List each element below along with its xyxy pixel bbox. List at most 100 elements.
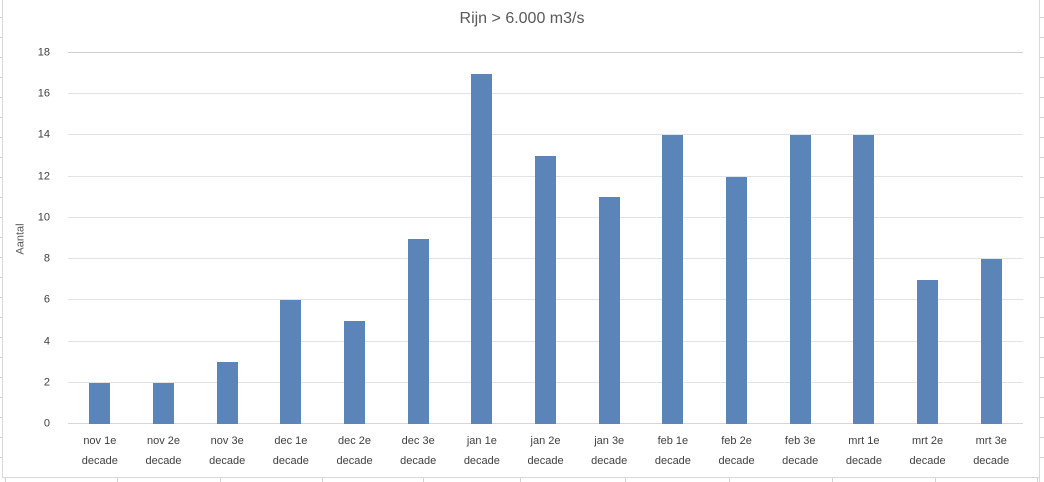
worksheet-gridline-tick — [625, 478, 626, 482]
bar-jan-2e-decade[interactable] — [535, 156, 557, 424]
worksheet-gridline-tick — [1037, 478, 1038, 482]
worksheet-gridline-tick — [0, 37, 2, 38]
bar-mrt-3e-decade[interactable] — [980, 259, 1002, 424]
bar-feb-3e-decade[interactable] — [789, 135, 811, 424]
x-tick-label: mrt 3e decade — [973, 435, 1010, 467]
bar-jan-1e-decade[interactable] — [471, 73, 493, 424]
worksheet-gridline-tick — [1040, 297, 1044, 298]
worksheet-gridline-tick — [1040, 97, 1044, 98]
x-tick-label: nov 2e decade — [145, 435, 182, 467]
worksheet-gridline-tick — [832, 478, 833, 482]
y-tick-label: 16 — [37, 87, 50, 100]
bar-slot — [896, 53, 960, 424]
worksheet-gridline-tick — [0, 117, 2, 118]
worksheet-gridline-tick — [0, 377, 2, 378]
bar-dec-2e-decade[interactable] — [344, 320, 366, 424]
worksheet-gridline-tick — [1040, 377, 1044, 378]
x-tick-slot: nov 2e decade — [132, 431, 196, 471]
worksheet-gridline-tick — [423, 478, 424, 482]
y-axis: 0 2 4 6 8 10 12 14 16 18 — [0, 47, 58, 429]
worksheet-gridline-tick — [1040, 137, 1044, 138]
worksheet-gridline-tick — [0, 417, 2, 418]
bar-slot — [832, 53, 896, 424]
x-tick-label: mrt 2e decade — [909, 435, 946, 467]
y-tick-label: 8 — [43, 252, 50, 265]
gridline — [68, 52, 1023, 53]
y-tick-label: 12 — [37, 170, 50, 183]
y-tick-label: 10 — [37, 211, 50, 224]
worksheet-gridline-tick — [0, 237, 2, 238]
bar-slot — [768, 53, 832, 424]
bar-slot — [195, 53, 259, 424]
x-axis: nov 1e decade nov 2e decade nov 3e decade d… — [68, 431, 1023, 471]
x-tick-slot: feb 2e decade — [705, 431, 769, 471]
worksheet-gridline-tick — [1040, 457, 1044, 458]
worksheet-gridline-tick — [5, 478, 6, 482]
worksheet-gridline-tick — [1040, 17, 1044, 18]
bar-feb-2e-decade[interactable] — [726, 176, 748, 424]
bar-slot — [323, 53, 387, 424]
x-tick-slot: mrt 1e decade — [832, 431, 896, 471]
worksheet-gridline-tick — [0, 17, 2, 18]
plot-area — [68, 52, 1023, 424]
worksheet-gridline-tick — [1040, 77, 1044, 78]
y-tick-label: 0 — [43, 417, 50, 430]
x-tick-label: mrt 1e decade — [845, 435, 882, 467]
gridline — [68, 93, 1023, 95]
bar-slot — [959, 53, 1023, 424]
worksheet-gridline-tick — [1040, 317, 1044, 318]
x-tick-slot: mrt 3e decade — [959, 431, 1023, 471]
worksheet-gridline-tick — [1040, 197, 1044, 198]
worksheet-gridline-tick — [1040, 217, 1044, 218]
worksheet-gridline-tick — [0, 297, 2, 298]
worksheet-gridline-tick — [1040, 437, 1044, 438]
worksheet-gridline-tick — [0, 397, 2, 398]
bar-series — [68, 53, 1023, 424]
worksheet-gridline-tick — [0, 317, 2, 318]
worksheet-gridline-tick — [520, 478, 521, 482]
x-tick-label: jan 2e decade — [527, 435, 564, 467]
worksheet-gridline-tick — [0, 137, 2, 138]
worksheet-gridline-tick — [0, 457, 2, 458]
worksheet-gridline-tick — [0, 437, 2, 438]
worksheet-gridline-tick — [1040, 177, 1044, 178]
bar-slot — [705, 53, 769, 424]
worksheet-gridline-tick — [1040, 257, 1044, 258]
y-tick-label: 6 — [43, 293, 50, 306]
bar-slot — [386, 53, 450, 424]
worksheet-gridline-tick — [0, 177, 2, 178]
x-tick-slot: jan 1e decade — [450, 431, 514, 471]
x-tick-slot: nov 1e decade — [68, 431, 132, 471]
worksheet-gridline-tick — [0, 57, 2, 58]
x-tick-slot: feb 1e decade — [641, 431, 705, 471]
worksheet-gridline-tick — [322, 478, 323, 482]
x-tick-label: jan 1e decade — [463, 435, 500, 467]
bar-jan-3e-decade[interactable] — [598, 197, 620, 424]
gridline — [68, 134, 1023, 136]
bar-nov-3e-decade[interactable] — [216, 362, 238, 424]
x-tick-label: feb 2e decade — [718, 435, 755, 467]
x-tick-label: nov 3e decade — [209, 435, 246, 467]
worksheet-gridline-tick — [1040, 277, 1044, 278]
bar-dec-1e-decade[interactable] — [280, 300, 302, 424]
bar-mrt-1e-decade[interactable] — [853, 135, 875, 424]
worksheet-gridline-tick — [0, 337, 2, 338]
x-tick-slot: mrt 2e decade — [896, 431, 960, 471]
worksheet-gridline-tick — [1040, 37, 1044, 38]
worksheet-gridline-tick — [0, 77, 2, 78]
worksheet-gridline-tick — [1040, 397, 1044, 398]
bar-slot — [641, 53, 705, 424]
x-tick-slot: dec 3e decade — [386, 431, 450, 471]
bar-nov-1e-decade[interactable] — [89, 382, 111, 424]
worksheet-gridline-tick — [1040, 157, 1044, 158]
bar-mrt-2e-decade[interactable] — [917, 279, 939, 424]
bar-feb-1e-decade[interactable] — [662, 135, 684, 424]
bar-nov-2e-decade[interactable] — [153, 382, 174, 424]
x-tick-label: feb 1e decade — [654, 435, 691, 467]
worksheet-gridline — [1039, 0, 1040, 482]
bar-slot — [259, 53, 323, 424]
worksheet-gridline-tick — [220, 478, 221, 482]
bar-dec-3e-decade[interactable] — [407, 238, 429, 424]
chart-title: Rijn > 6.000 m3/s — [459, 10, 585, 27]
